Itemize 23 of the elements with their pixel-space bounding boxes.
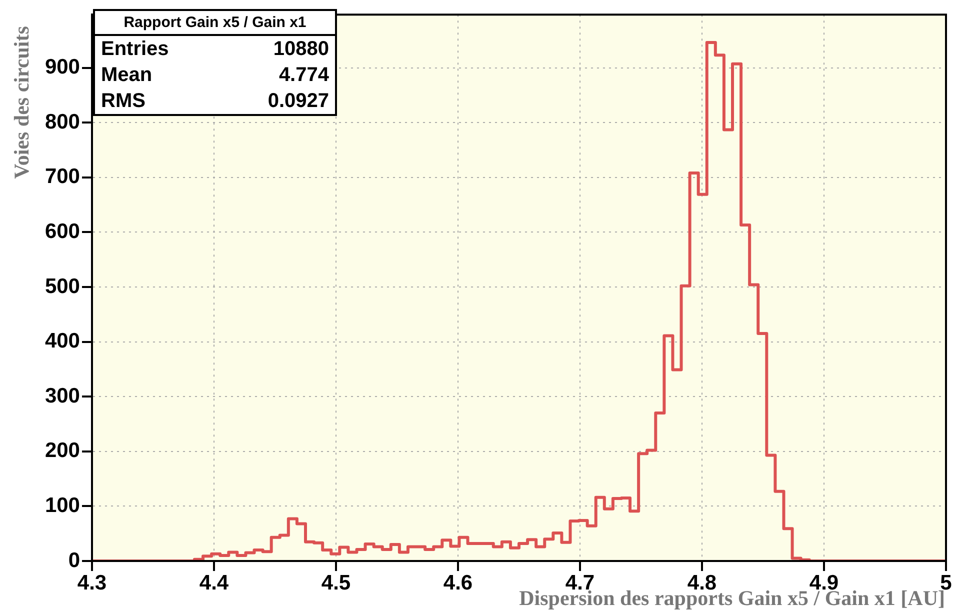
x-tick-label: 4.3	[77, 571, 107, 594]
x-tick-label: 4.5	[321, 571, 351, 594]
y-tick-label: 300	[44, 384, 80, 408]
annotation: 4.774	[278, 63, 329, 88]
y-tick-label: 800	[44, 110, 80, 134]
y-tick-label: 100	[44, 494, 80, 517]
annotation: Entries	[101, 37, 169, 62]
annotation: RMS	[101, 89, 146, 114]
annotation: 0.0927	[268, 89, 329, 114]
annotation: Rapport Gain x5 / Gain x1	[95, 11, 335, 36]
y-tick-label: 400	[44, 330, 80, 353]
y-tick-label: 200	[44, 439, 80, 462]
x-tick-label: 4.4	[199, 571, 229, 594]
y-axis-title: Voies des circuits	[10, 25, 34, 181]
x-tick-label: 4.8	[687, 571, 717, 594]
y-tick-label: 700	[44, 165, 80, 188]
y-tick-label: 600	[44, 220, 80, 243]
annotation: Mean	[101, 63, 152, 88]
y-tick-label: 0	[68, 548, 80, 572]
annotation: 10880	[273, 37, 329, 62]
y-tick-label: 500	[44, 274, 80, 298]
x-tick-label: 4.6	[443, 571, 473, 594]
y-tick-label: 900	[44, 56, 80, 79]
